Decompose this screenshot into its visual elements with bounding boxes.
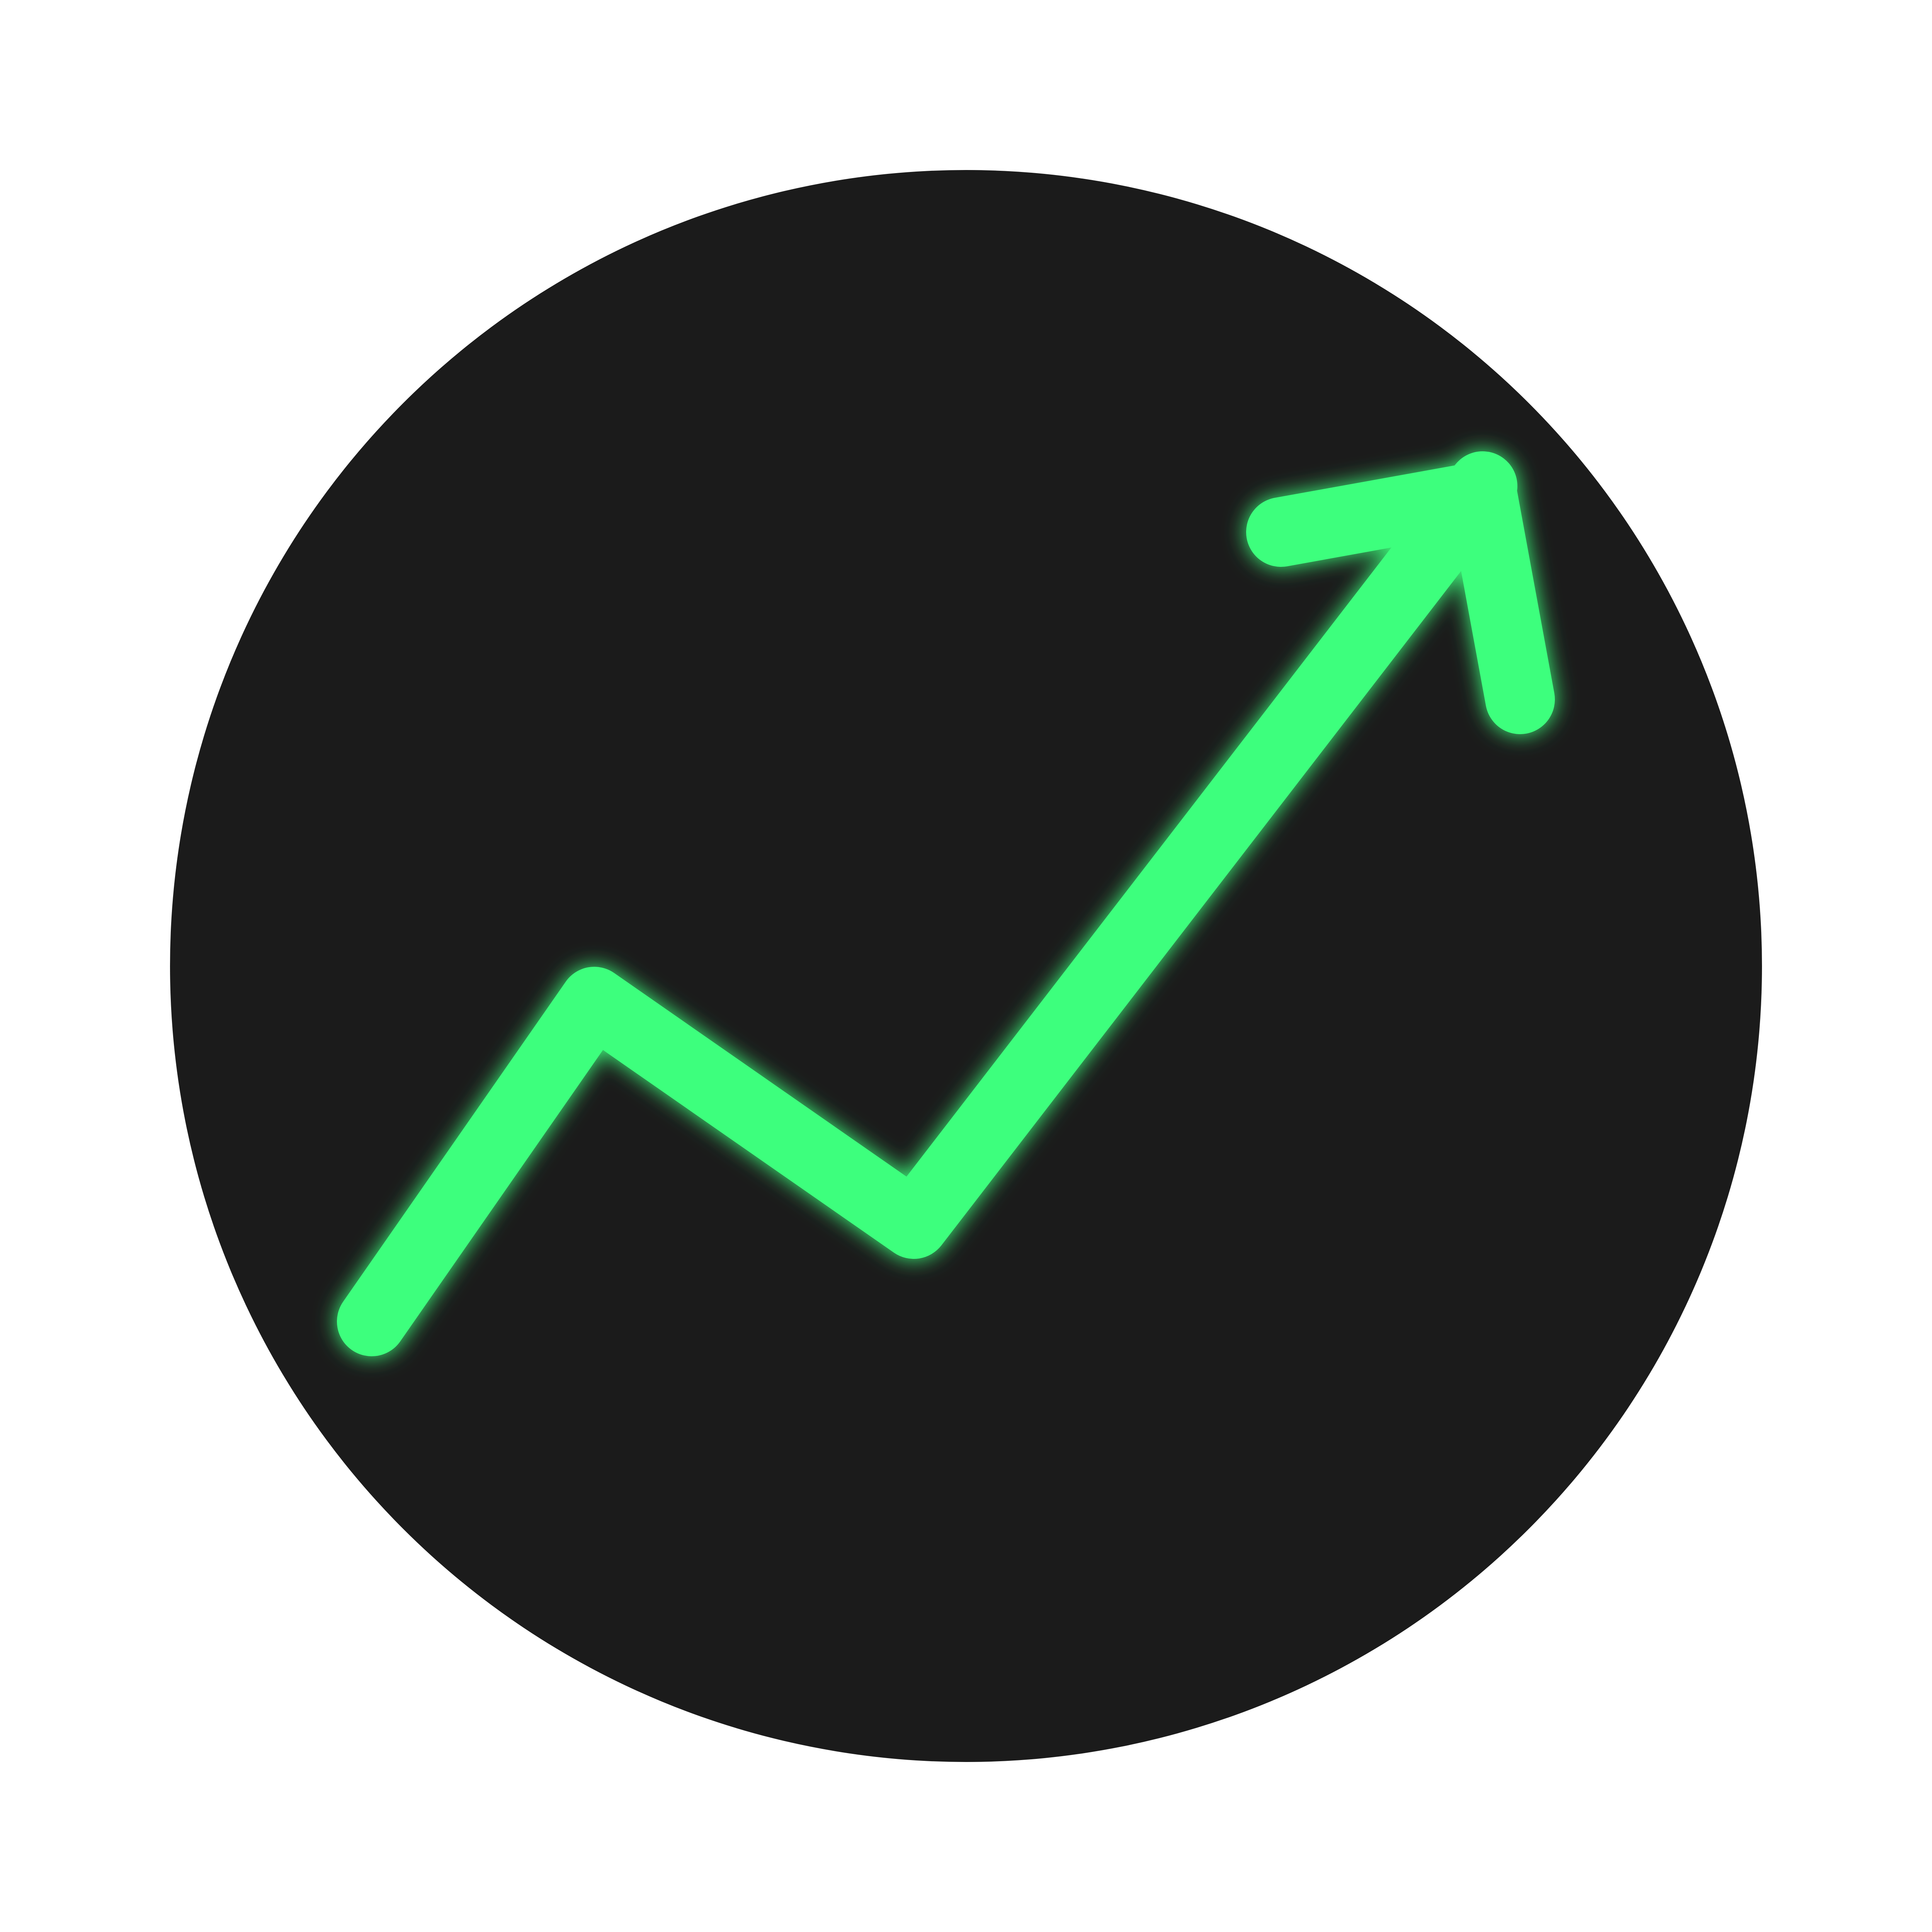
trend-line bbox=[337, 451, 1517, 1356]
trend-arrow bbox=[337, 451, 1555, 1356]
arrow-head bbox=[1246, 461, 1555, 734]
icon-background-circle bbox=[170, 170, 1762, 1762]
